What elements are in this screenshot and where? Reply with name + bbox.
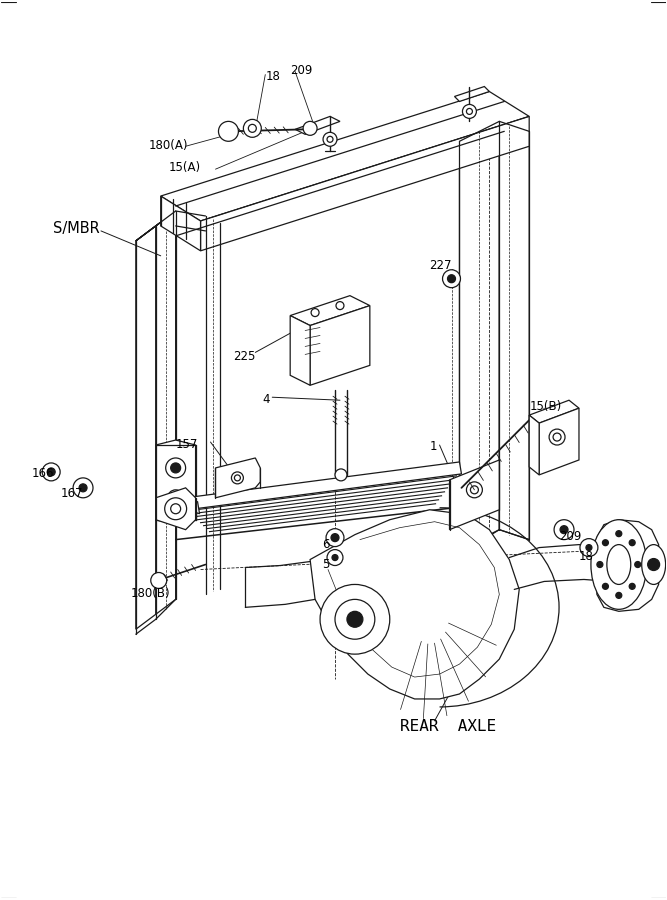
Polygon shape [454,86,490,102]
Text: 5: 5 [322,558,329,571]
Circle shape [629,583,635,590]
Text: 209: 209 [559,530,582,543]
Circle shape [335,599,375,639]
Circle shape [602,540,608,545]
Ellipse shape [642,544,666,584]
Text: 167: 167 [61,487,83,500]
Circle shape [553,433,561,441]
Circle shape [586,544,592,551]
Circle shape [219,122,238,141]
Circle shape [73,478,93,498]
Circle shape [47,468,55,476]
Circle shape [331,534,339,542]
Polygon shape [597,519,658,611]
Circle shape [248,124,256,132]
Circle shape [560,526,568,534]
Polygon shape [161,92,529,221]
Polygon shape [450,460,500,530]
Circle shape [466,482,482,498]
Circle shape [327,136,333,142]
Circle shape [171,504,181,514]
Circle shape [320,584,390,654]
Text: 227: 227 [430,259,452,272]
Text: S/MBR: S/MBR [53,221,100,236]
Circle shape [554,519,574,540]
Circle shape [616,592,622,598]
Text: 225: 225 [233,350,255,364]
Text: 4: 4 [262,393,269,406]
Circle shape [462,104,476,119]
Circle shape [79,484,87,491]
Polygon shape [201,116,529,251]
Polygon shape [161,196,201,251]
Polygon shape [136,226,155,629]
Circle shape [635,562,641,568]
Circle shape [165,458,185,478]
Circle shape [303,122,317,135]
Circle shape [580,538,598,556]
Text: 15(B): 15(B) [529,400,562,413]
Polygon shape [155,211,175,615]
Circle shape [549,429,565,445]
Text: 1: 1 [430,440,437,453]
Circle shape [151,572,167,589]
Polygon shape [136,211,175,241]
Circle shape [616,531,622,536]
Text: 180(B): 180(B) [131,588,171,600]
Circle shape [231,472,243,484]
Circle shape [648,559,660,571]
Circle shape [167,490,183,506]
Text: 6: 6 [322,537,329,551]
Polygon shape [185,462,462,509]
Circle shape [597,562,603,568]
Text: 157: 157 [175,438,198,451]
Polygon shape [185,498,199,514]
Text: 166: 166 [31,467,54,480]
Polygon shape [215,458,260,498]
Ellipse shape [607,544,631,584]
Polygon shape [500,122,529,540]
Text: REAR  AXLE: REAR AXLE [400,719,496,733]
Polygon shape [290,316,310,385]
Text: 18: 18 [579,550,594,562]
Circle shape [470,486,478,494]
Text: 180(A): 180(A) [149,140,188,152]
Circle shape [466,108,472,114]
Circle shape [311,309,319,317]
Polygon shape [155,440,195,525]
Circle shape [234,475,240,481]
Circle shape [335,469,347,481]
Polygon shape [155,488,195,530]
Circle shape [327,550,343,565]
Circle shape [326,528,344,546]
Circle shape [336,302,344,310]
Circle shape [448,274,456,283]
Text: 209: 209 [290,64,313,76]
Circle shape [243,120,261,138]
Circle shape [323,132,337,147]
Polygon shape [529,415,539,475]
Ellipse shape [591,519,647,609]
Polygon shape [460,122,500,550]
Text: 15(A): 15(A) [169,161,201,175]
Polygon shape [310,306,370,385]
Circle shape [602,583,608,590]
Polygon shape [539,409,579,475]
Polygon shape [310,509,519,699]
Polygon shape [295,116,340,134]
Circle shape [347,611,363,627]
Polygon shape [290,295,370,326]
Circle shape [171,463,181,473]
Circle shape [442,270,460,288]
Text: 18: 18 [265,69,280,83]
Polygon shape [529,400,579,423]
Circle shape [42,463,60,481]
Circle shape [332,554,338,561]
Circle shape [629,540,635,545]
Circle shape [165,498,187,519]
